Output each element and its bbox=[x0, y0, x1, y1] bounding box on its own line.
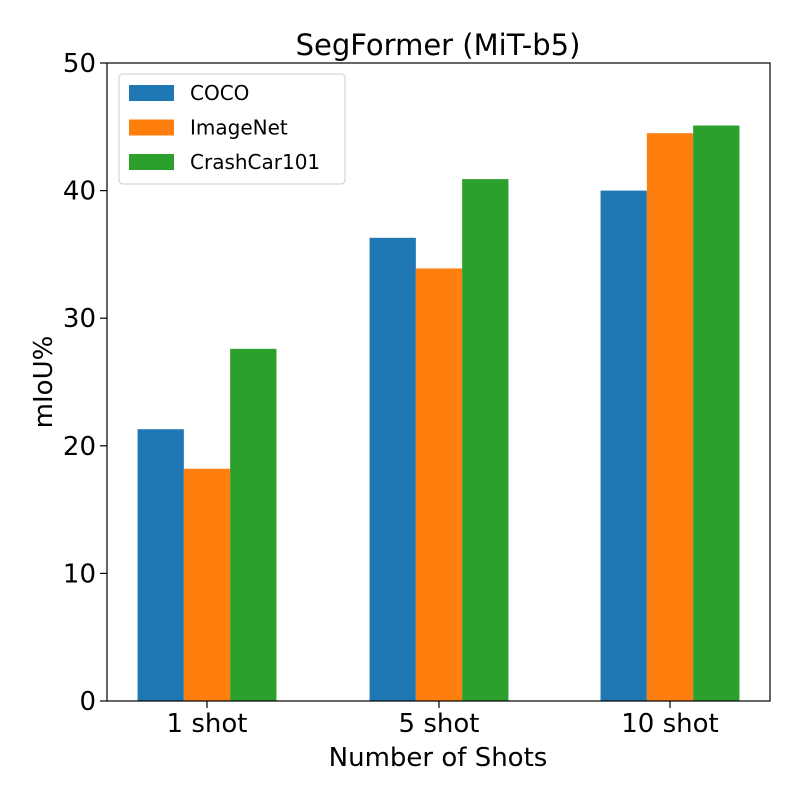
y-axis-label: mIoU% bbox=[29, 336, 59, 429]
legend-swatch-imagenet bbox=[129, 119, 174, 136]
x-tick-label: 5 shot bbox=[399, 709, 480, 739]
bar-imagenet-5-shot bbox=[415, 268, 463, 701]
legend-frame bbox=[118, 73, 346, 185]
y-tick-label: 10 bbox=[63, 559, 96, 589]
x-tick-label: 10 shot bbox=[621, 709, 718, 739]
y-tick-label: 40 bbox=[63, 177, 96, 207]
y-tick-label: 20 bbox=[63, 432, 96, 462]
bar-coco-1-shot bbox=[137, 429, 184, 701]
bar-imagenet-1-shot bbox=[183, 468, 231, 701]
y-tick-label: 30 bbox=[63, 304, 96, 334]
legend: COCO ImageNet CrashCar101 bbox=[118, 73, 346, 185]
bar-crashcar101-10-shot bbox=[693, 125, 740, 701]
x-tick-label: 1 shot bbox=[167, 709, 248, 739]
legend-swatch-coco bbox=[129, 85, 174, 101]
legend-swatch-crashcar101 bbox=[129, 154, 174, 170]
x-axis-label: Number of Shots bbox=[329, 743, 548, 773]
y-tick-label: 0 bbox=[79, 687, 96, 717]
bar-coco-5-shot bbox=[369, 237, 416, 701]
chart-title: SegFormer (MiT-b5) bbox=[296, 28, 581, 62]
bar-imagenet-10-shot bbox=[646, 133, 694, 701]
bar-crashcar101-1-shot bbox=[230, 348, 277, 701]
bars-group bbox=[137, 125, 740, 701]
legend-label-crashcar101: CrashCar101 bbox=[190, 150, 320, 174]
legend-label-coco: COCO bbox=[190, 81, 249, 105]
legend-label-imagenet: ImageNet bbox=[190, 116, 288, 140]
y-tick-label: 50 bbox=[63, 49, 96, 79]
x-axis-ticks: 1 shot 5 shot 10 shot bbox=[167, 701, 719, 739]
plot-frame bbox=[106, 62, 771, 702]
y-axis-ticks: 0 10 20 30 40 50 bbox=[63, 49, 107, 717]
bar-crashcar101-5-shot bbox=[462, 179, 509, 701]
bar-coco-10-shot bbox=[600, 190, 647, 701]
